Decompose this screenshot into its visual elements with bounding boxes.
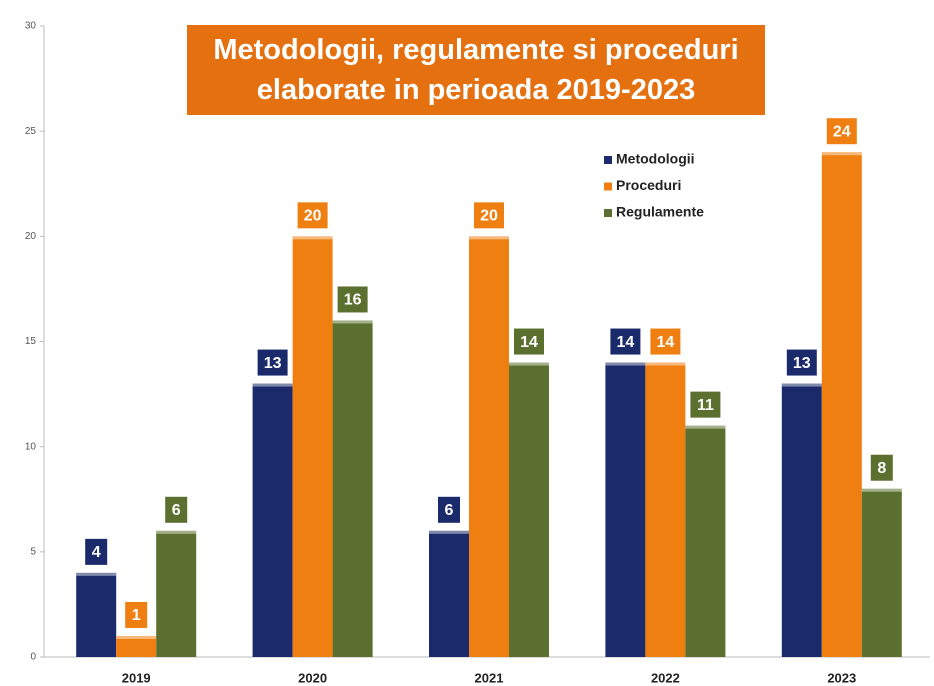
bar-top [429,530,469,534]
label-box [337,286,368,313]
x-tick-label: 2020 [298,670,327,685]
x-tick-label: 2019 [122,670,151,685]
label-box [610,328,641,355]
legend-label: Regulamente [616,204,704,220]
label-box [826,118,857,145]
y-tick-label: 30 [25,21,37,32]
bar-top [332,320,373,324]
bar [429,530,469,657]
y-tick-label: 20 [25,231,37,242]
x-tick-label: 2023 [827,670,856,685]
data-label: 11 [697,397,714,414]
label-box [85,538,108,565]
label-box [257,349,288,376]
data-label: 13 [264,355,282,372]
x-tick-label: 2021 [475,670,504,685]
data-label: 1 [132,607,141,624]
data-label: 4 [92,544,101,561]
data-label: 6 [445,502,454,519]
y-tick-label: 10 [25,441,37,452]
data-label: 14 [617,334,635,351]
bar-top [685,425,726,429]
bar [509,362,549,657]
data-label: 13 [793,355,811,372]
data-label: 16 [344,292,362,309]
bar-top [821,152,862,156]
legend-label: Metodologii [616,151,695,167]
label-box [514,328,544,355]
data-label: 20 [304,208,322,225]
label-box [438,496,460,523]
bar [292,236,333,658]
bar-top [76,572,117,576]
label-box [297,202,328,229]
y-tick-label: 5 [30,546,36,557]
bar-top [645,362,686,366]
legend-swatch [604,156,612,164]
label-box [165,496,188,523]
bar-top [861,488,902,492]
bar [821,152,862,657]
bar-top [252,383,293,387]
label-box [870,454,893,481]
data-label: 6 [172,502,181,519]
data-label: 24 [833,123,851,140]
data-label: 8 [877,460,886,477]
bar-top [781,383,822,387]
bar [685,425,726,657]
bar-top [292,236,333,240]
bar-top [156,530,197,534]
data-label: 14 [657,334,675,351]
bar [156,530,197,657]
label-box [650,328,681,355]
label-box [786,349,817,376]
y-tick-label: 0 [30,652,36,663]
label-box [474,202,504,229]
bar [605,362,646,657]
bar [469,236,509,658]
legend-label: Proceduri [616,177,681,193]
data-label: 14 [520,334,538,351]
label-box [690,391,721,418]
bar-top [116,635,157,639]
bar-top [469,236,509,240]
bar-top [605,362,646,366]
bar-top [509,362,549,366]
x-tick-label: 2022 [651,670,680,685]
chart-title: Metodologii, regulamente si proceduri el… [187,25,765,115]
bar [76,572,117,657]
bar [252,383,293,657]
data-label: 20 [480,208,498,225]
bar [645,362,686,657]
bar [332,320,373,657]
legend-swatch [604,182,612,191]
bar [116,635,157,657]
y-tick-label: 25 [25,126,37,137]
bar [861,488,902,657]
y-tick-label: 15 [25,336,37,347]
legend-swatch [604,209,612,217]
label-box [125,601,148,628]
bar [781,383,822,657]
